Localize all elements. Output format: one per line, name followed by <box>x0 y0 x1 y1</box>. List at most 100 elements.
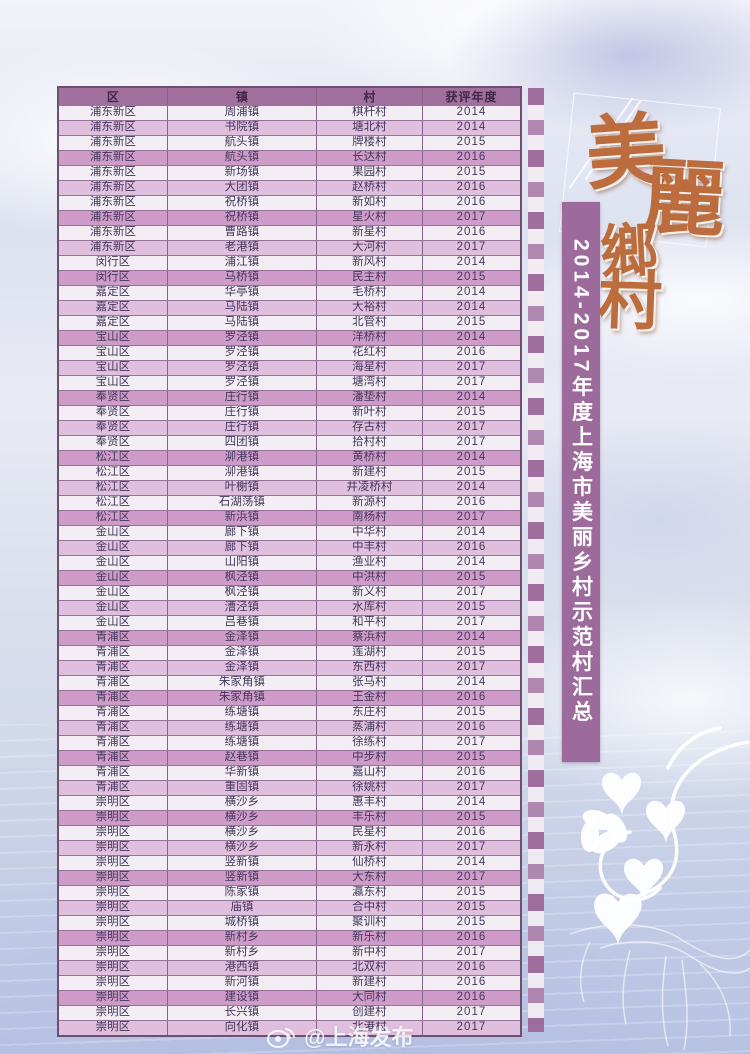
cell-year: 2015 <box>456 811 487 824</box>
cell-village: 王金村 <box>317 691 423 705</box>
cell-town: 罗泾镇 <box>168 331 317 345</box>
cell-district: 浦东新区 <box>59 181 168 195</box>
cell-town: 城桥镇 <box>168 916 317 930</box>
table-row: 浦东新区 书院镇 塘北村 2014 <box>59 120 520 135</box>
cell-year: 2016 <box>456 346 487 359</box>
cell-town: 新场镇 <box>168 166 317 180</box>
cell-village: 中丰村 <box>317 541 423 555</box>
header-cell-year: 获评年度 <box>445 89 498 104</box>
cell-town: 山阳镇 <box>168 556 317 570</box>
cell-year: 2015 <box>456 901 487 914</box>
table-row: 金山区 吕巷镇 和平村 2017 <box>59 615 520 630</box>
cell-year: 2014 <box>456 286 487 299</box>
table-row: 闵行区 浦江镇 新风村 2014 <box>59 255 520 270</box>
cell-town: 金泽镇 <box>168 661 317 675</box>
table-row: 浦东新区 祝桥镇 星火村 2017 <box>59 210 520 225</box>
table-row: 奉贤区 四团镇 拾村村 2017 <box>59 435 520 450</box>
cell-year: 2015 <box>456 886 487 899</box>
cell-town: 竖新镇 <box>168 856 317 870</box>
cell-year: 2017 <box>456 1006 487 1019</box>
table-row: 青浦区 华新镇 嘉山村 2016 <box>59 765 520 780</box>
table-row: 浦东新区 航头镇 牌楼村 2015 <box>59 135 520 150</box>
cell-district: 奉贤区 <box>59 436 168 450</box>
cell-village: 中洪村 <box>317 571 423 585</box>
cell-village: 棋杆村 <box>317 106 423 120</box>
cell-district: 闵行区 <box>59 271 168 285</box>
table-row: 松江区 泖港镇 黄桥村 2014 <box>59 450 520 465</box>
cell-year: 2015 <box>456 466 487 479</box>
table-row: 崇明区 向化镇 北港村 2017 <box>59 1020 520 1035</box>
cell-year: 2014 <box>456 256 487 269</box>
cell-year: 2017 <box>456 511 487 524</box>
cell-town: 枫泾镇 <box>168 571 317 585</box>
cell-district: 金山区 <box>59 586 168 600</box>
cell-village: 黄桥村 <box>317 451 423 465</box>
cell-village: 蒸浦村 <box>317 721 423 735</box>
cell-district: 青浦区 <box>59 646 168 660</box>
cell-village: 嘉山村 <box>317 766 423 780</box>
cell-year: 2016 <box>456 766 487 779</box>
watermark-text: @上海发布 <box>304 1025 414 1050</box>
cell-year: 2016 <box>456 961 487 974</box>
cell-town: 新村乡 <box>168 931 317 945</box>
cell-village: 东西村 <box>317 661 423 675</box>
cell-district: 松江区 <box>59 481 168 495</box>
cell-town: 金泽镇 <box>168 646 317 660</box>
cell-year: 2017 <box>456 736 487 749</box>
cell-village: 聚训村 <box>317 916 423 930</box>
cell-year: 2014 <box>456 526 487 539</box>
cell-district: 崇明区 <box>59 1021 168 1035</box>
cell-village: 徐练村 <box>317 736 423 750</box>
cell-village: 毛桥村 <box>317 286 423 300</box>
table-row: 金山区 漕泾镇 水库村 2015 <box>59 600 520 615</box>
table-row: 崇明区 城桥镇 聚训村 2015 <box>59 915 520 930</box>
table-row: 崇明区 港西镇 北双村 2016 <box>59 960 520 975</box>
cell-district: 奉贤区 <box>59 421 168 435</box>
cell-year: 2016 <box>456 181 487 194</box>
cell-town: 庙镇 <box>168 901 317 915</box>
table-row: 青浦区 朱家角镇 张马村 2014 <box>59 675 520 690</box>
cell-town: 吕巷镇 <box>168 616 317 630</box>
cell-district: 崇明区 <box>59 991 168 1005</box>
cell-year: 2017 <box>456 586 487 599</box>
cell-year: 2015 <box>456 166 487 179</box>
table-row: 松江区 新浜镇 南杨村 2017 <box>59 510 520 525</box>
cell-town: 漕泾镇 <box>168 601 317 615</box>
cell-year: 2016 <box>456 496 487 509</box>
cell-village: 张马村 <box>317 676 423 690</box>
cell-district: 金山区 <box>59 541 168 555</box>
cell-year: 2015 <box>456 706 487 719</box>
cell-town: 横沙乡 <box>168 811 317 825</box>
table-row: 崇明区 新河镇 新建村 2016 <box>59 975 520 990</box>
cell-district: 青浦区 <box>59 706 168 720</box>
village-summary-table: 区镇村获评年度 浦东新区 周浦镇 棋杆村 2014 浦东新区 书院镇 塘北村 2014 浦东新区航… <box>57 86 522 1037</box>
cell-year: 2017 <box>456 946 487 959</box>
header-cell-district: 区 <box>59 88 168 105</box>
table-row: 宝山区 罗泾镇 塘湾村 2017 <box>59 375 520 390</box>
cell-town: 赵巷镇 <box>168 751 317 765</box>
cell-district: 浦东新区 <box>59 151 168 165</box>
cell-district: 宝山区 <box>59 331 168 345</box>
cell-village: 赵桥村 <box>317 181 423 195</box>
banner-text: 2014-2017年度上海市美丽乡村示范村汇总 <box>569 238 593 726</box>
table-row: 宝山区 罗泾镇 洋桥村 2014 <box>59 330 520 345</box>
cell-year: 2017 <box>456 616 487 629</box>
table-row: 青浦区 朱家角镇 王金村 2016 <box>59 690 520 705</box>
table-row: 青浦区 金泽镇 蔡浜村 2014 <box>59 630 520 645</box>
cell-year: 2014 <box>456 796 487 809</box>
cell-town: 航头镇 <box>168 151 317 165</box>
cell-town: 向化镇 <box>168 1021 317 1035</box>
cell-village: 新中村 <box>317 946 423 960</box>
cell-district: 崇明区 <box>59 1006 168 1020</box>
cell-town: 庄行镇 <box>168 391 317 405</box>
cell-year: 2017 <box>456 421 487 434</box>
cell-district: 宝山区 <box>59 361 168 375</box>
table-row: 崇明区 庙镇 合中村 2015 <box>59 900 520 915</box>
cell-year: 2014 <box>456 106 487 119</box>
cell-town: 老港镇 <box>168 241 317 255</box>
cell-village: 合中村 <box>317 901 423 915</box>
cell-year: 2016 <box>456 976 487 989</box>
cell-village: 潘垫村 <box>317 391 423 405</box>
cell-town: 新村乡 <box>168 946 317 960</box>
cell-village: 北港村 <box>317 1021 423 1035</box>
